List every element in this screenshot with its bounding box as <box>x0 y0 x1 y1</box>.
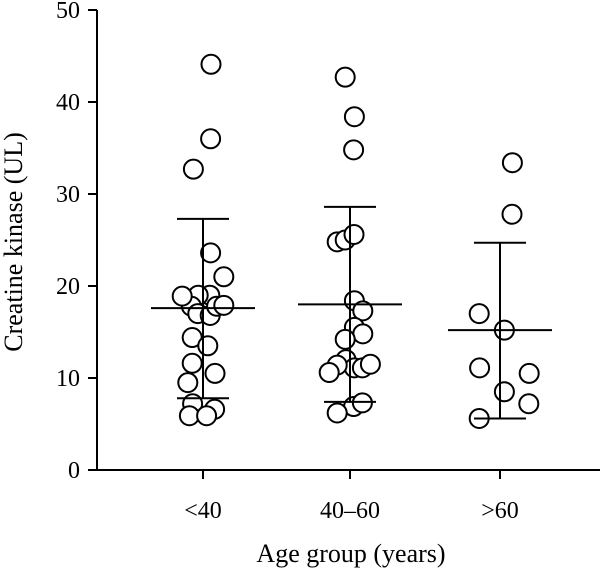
data-point <box>178 405 200 427</box>
data-point <box>197 335 219 357</box>
y-tick-label: 20 <box>56 274 80 300</box>
data-point <box>518 393 540 415</box>
y-tick-label: 10 <box>56 366 80 392</box>
data-point <box>343 139 365 161</box>
y-tick-label: 30 <box>56 182 80 208</box>
data-point <box>204 362 226 384</box>
data-point <box>352 323 374 345</box>
data-point <box>326 402 348 424</box>
data-point <box>343 106 365 128</box>
data-point <box>501 152 523 174</box>
y-axis-label: Creatine kinase (UL) <box>0 132 28 351</box>
y-tick-label: 0 <box>68 458 80 484</box>
data-point <box>200 128 222 150</box>
x-tick-label: 40–60 <box>320 498 380 524</box>
x-tick-label: >60 <box>481 498 519 524</box>
y-tick-label: 50 <box>56 0 80 24</box>
data-point <box>518 362 540 384</box>
data-point <box>200 53 222 75</box>
data-point <box>213 266 235 288</box>
data-groups <box>151 53 552 429</box>
data-point <box>468 303 490 325</box>
data-point <box>469 357 491 379</box>
data-point <box>181 352 203 374</box>
y-tick-label: 40 <box>56 90 80 116</box>
x-tick-label: <40 <box>184 498 222 524</box>
x-axis-ticks: <40 40–60 >60 <box>184 470 519 524</box>
x-axis-label: Age group (years) <box>256 539 445 568</box>
data-point <box>334 66 356 88</box>
data-point <box>343 223 365 245</box>
y-axis-ticks: 0 10 20 30 40 50 <box>56 0 97 484</box>
data-point <box>213 294 235 316</box>
axes <box>96 10 600 471</box>
data-point <box>334 328 356 350</box>
data-point <box>493 381 515 403</box>
data-point <box>359 353 381 375</box>
data-point <box>352 300 374 322</box>
data-point <box>200 242 222 264</box>
data-point <box>501 203 523 225</box>
data-point <box>171 285 193 307</box>
group <box>151 53 255 427</box>
data-point <box>177 372 199 394</box>
group <box>298 66 402 424</box>
group <box>448 152 552 429</box>
data-point <box>318 361 340 383</box>
data-point <box>196 405 218 427</box>
data-point <box>182 158 204 180</box>
